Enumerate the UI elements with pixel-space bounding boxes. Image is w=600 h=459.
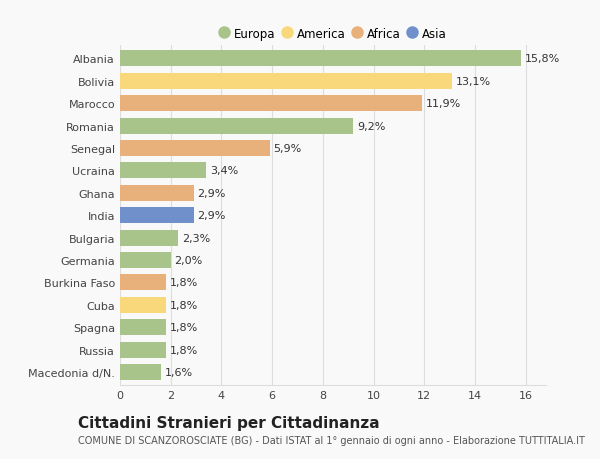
Bar: [120, 275, 166, 291]
Bar: [120, 96, 422, 112]
Bar: [120, 230, 178, 246]
Text: 1,8%: 1,8%: [169, 345, 197, 355]
Bar: [120, 207, 194, 224]
Text: 3,4%: 3,4%: [210, 166, 238, 176]
Text: 1,8%: 1,8%: [169, 300, 197, 310]
Text: 11,9%: 11,9%: [425, 99, 461, 109]
Text: 5,9%: 5,9%: [274, 144, 302, 154]
Text: 2,3%: 2,3%: [182, 233, 211, 243]
Bar: [120, 140, 269, 157]
Bar: [120, 73, 452, 90]
Bar: [120, 364, 161, 380]
Bar: [120, 163, 206, 179]
Bar: [120, 297, 166, 313]
Text: 1,8%: 1,8%: [169, 323, 197, 332]
Text: 1,8%: 1,8%: [169, 278, 197, 288]
Text: Cittadini Stranieri per Cittadinanza: Cittadini Stranieri per Cittadinanza: [78, 415, 380, 431]
Text: 1,6%: 1,6%: [164, 367, 193, 377]
Text: 9,2%: 9,2%: [357, 121, 385, 131]
Bar: [120, 342, 166, 358]
Text: 2,9%: 2,9%: [197, 211, 226, 221]
Bar: [120, 118, 353, 134]
Bar: [120, 185, 194, 202]
Bar: [120, 252, 171, 269]
Bar: [120, 51, 521, 67]
Text: 15,8%: 15,8%: [524, 54, 560, 64]
Legend: Europa, America, Africa, Asia: Europa, America, Africa, Asia: [215, 23, 451, 45]
Bar: [120, 319, 166, 336]
Text: 2,0%: 2,0%: [175, 255, 203, 265]
Text: COMUNE DI SCANZOROSCIATE (BG) - Dati ISTAT al 1° gennaio di ogni anno - Elaboraz: COMUNE DI SCANZOROSCIATE (BG) - Dati IST…: [78, 435, 585, 445]
Text: 2,9%: 2,9%: [197, 188, 226, 198]
Text: 13,1%: 13,1%: [456, 77, 491, 87]
